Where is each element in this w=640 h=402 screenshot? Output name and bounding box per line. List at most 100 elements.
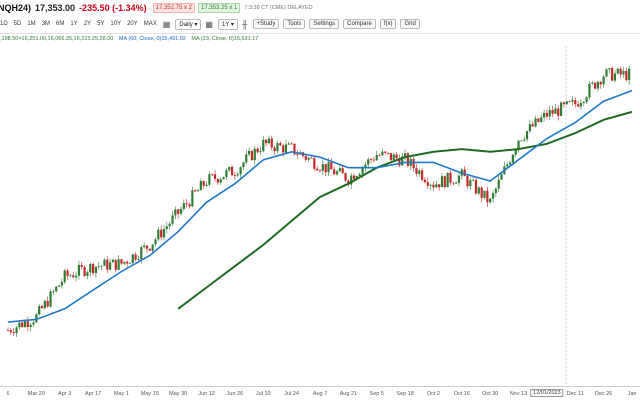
candle-body-49 <box>145 245 149 249</box>
range-select[interactable]: 1Y ▾ <box>217 18 238 30</box>
candle-body-84 <box>245 154 248 163</box>
candle-body-85 <box>247 150 251 155</box>
chart-legend: ,198.50=16,251.00,16,066.25,16,223.25,28… <box>0 36 640 46</box>
candlestick-icon[interactable]: ╫ <box>241 19 248 29</box>
candle-body-81 <box>236 174 239 176</box>
x-tick-label: 6 <box>6 391 10 397</box>
price-change: -235.50 (-1.34%) <box>79 3 147 13</box>
candle-body-14 <box>46 300 49 307</box>
candle-body-22 <box>69 275 72 277</box>
grid-button[interactable]: Grid <box>400 19 420 29</box>
candle-body-211 <box>605 69 608 77</box>
legend-price-values: ,198.50=16,251.00,16,066.25,16,223.25,28… <box>0 36 114 42</box>
legend-ma-23[interactable]: MA (23, Close, 0)15,631.17 <box>191 36 259 42</box>
bid-badge: 17,352.75 x 2 <box>152 3 195 13</box>
candle-body-158 <box>455 182 458 184</box>
candle-body-23 <box>72 275 75 278</box>
candle-body-127 <box>367 159 370 165</box>
candle-body-119 <box>344 173 347 181</box>
candle-body-151 <box>435 184 438 188</box>
candle-body-34 <box>103 259 106 266</box>
calendar-icon[interactable]: ▦ <box>162 19 171 29</box>
price-chart[interactable] <box>0 46 640 386</box>
candle-body-99 <box>287 143 290 145</box>
period-2y[interactable]: 2Y <box>83 21 92 27</box>
candle-body-71 <box>208 174 211 185</box>
candle-body-9 <box>32 322 35 325</box>
period-6m[interactable]: 6M <box>56 21 65 27</box>
quote-bar: NQH24) 17,353.00 -235.50 (-1.34%) 17,352… <box>0 0 640 16</box>
candle-body-126 <box>364 164 367 168</box>
candle-body-26 <box>80 265 83 268</box>
candle-body-165 <box>474 179 478 194</box>
candle-body-206 <box>591 82 594 84</box>
candle-body-13 <box>43 300 46 309</box>
fx-button[interactable]: f(x) <box>379 19 397 29</box>
interval-value: Daily <box>179 21 193 28</box>
candle-body-18 <box>57 285 61 287</box>
candle-body-73 <box>213 174 217 179</box>
x-axis-line <box>0 386 640 387</box>
candle-body-159 <box>457 175 461 183</box>
candle-body-214 <box>613 73 617 81</box>
candle-body-58 <box>171 215 174 224</box>
candle-body-86 <box>250 150 254 161</box>
legend-ma-60[interactable]: MA (60, Close, 0)15,491.92 <box>118 36 186 42</box>
candle-body-202 <box>579 103 583 107</box>
candle-body-153 <box>440 176 444 188</box>
candle-body-184 <box>528 124 531 132</box>
candle-body-166 <box>477 187 480 194</box>
x-tick-label: Dec 26 <box>594 391 613 397</box>
candle-body-37 <box>111 259 115 263</box>
candle-body-50 <box>148 248 151 251</box>
candle-body-36 <box>109 262 112 270</box>
symbol-label[interactable]: NQH24) <box>0 3 32 13</box>
add-study-button[interactable]: +Study <box>252 19 280 29</box>
candle-body-148 <box>426 182 429 186</box>
compare-button[interactable]: Compare <box>343 19 376 29</box>
candle-body-216 <box>619 68 622 75</box>
ask-badge: 17,353.25 x 1 <box>197 3 241 13</box>
candle-body-123 <box>355 176 358 180</box>
candle-body-180 <box>517 140 520 150</box>
candle-body-44 <box>131 254 134 263</box>
x-tick-label: Jan <box>627 391 637 397</box>
period-max[interactable]: MAX <box>143 21 157 27</box>
calendar-range-icon[interactable]: ▦ <box>205 19 213 29</box>
candle-body-92 <box>267 138 271 144</box>
period-3m[interactable]: 3M <box>41 21 51 27</box>
candle-body-155 <box>446 172 449 188</box>
candle-body-88 <box>256 148 259 153</box>
candle-body-177 <box>508 162 512 165</box>
candle-body-89 <box>259 151 262 153</box>
period-5y[interactable]: 5Y <box>97 21 105 27</box>
tools-button[interactable]: Tools <box>283 19 306 29</box>
x-tick-label: Oct 30 <box>482 391 499 397</box>
candle-body-203 <box>582 101 585 104</box>
candle-body-19 <box>60 282 63 286</box>
settings-button[interactable]: Settings <box>309 19 340 29</box>
period-20y[interactable]: 20Y <box>127 21 138 27</box>
candle-body-110 <box>318 170 322 172</box>
period-5d[interactable]: 5D <box>13 21 22 27</box>
period-10y[interactable]: 10Y <box>110 21 122 27</box>
period-1m[interactable]: 1M <box>27 21 36 27</box>
candle-body-199 <box>571 100 574 102</box>
period-1y[interactable]: 1Y <box>70 21 78 27</box>
candle-body-139 <box>401 156 404 166</box>
x-tick-label: Mar 20 <box>27 391 45 397</box>
candle-body-74 <box>216 178 219 183</box>
candle-body-122 <box>352 175 356 180</box>
candle-body-56 <box>165 226 168 229</box>
period-1d[interactable]: 1D <box>0 21 8 27</box>
candle-body-80 <box>233 175 237 177</box>
candle-body-150 <box>432 184 435 188</box>
candle-body-54 <box>160 229 163 238</box>
interval-select[interactable]: Daily ▾ <box>175 18 202 30</box>
x-tick-label: May 30 <box>169 391 188 397</box>
candle-body-140 <box>403 153 407 157</box>
candle-body-178 <box>511 154 514 163</box>
candle-body-197 <box>565 101 568 105</box>
x-tick-label: Sep 5 <box>369 391 384 397</box>
candle-body-12 <box>40 306 44 309</box>
